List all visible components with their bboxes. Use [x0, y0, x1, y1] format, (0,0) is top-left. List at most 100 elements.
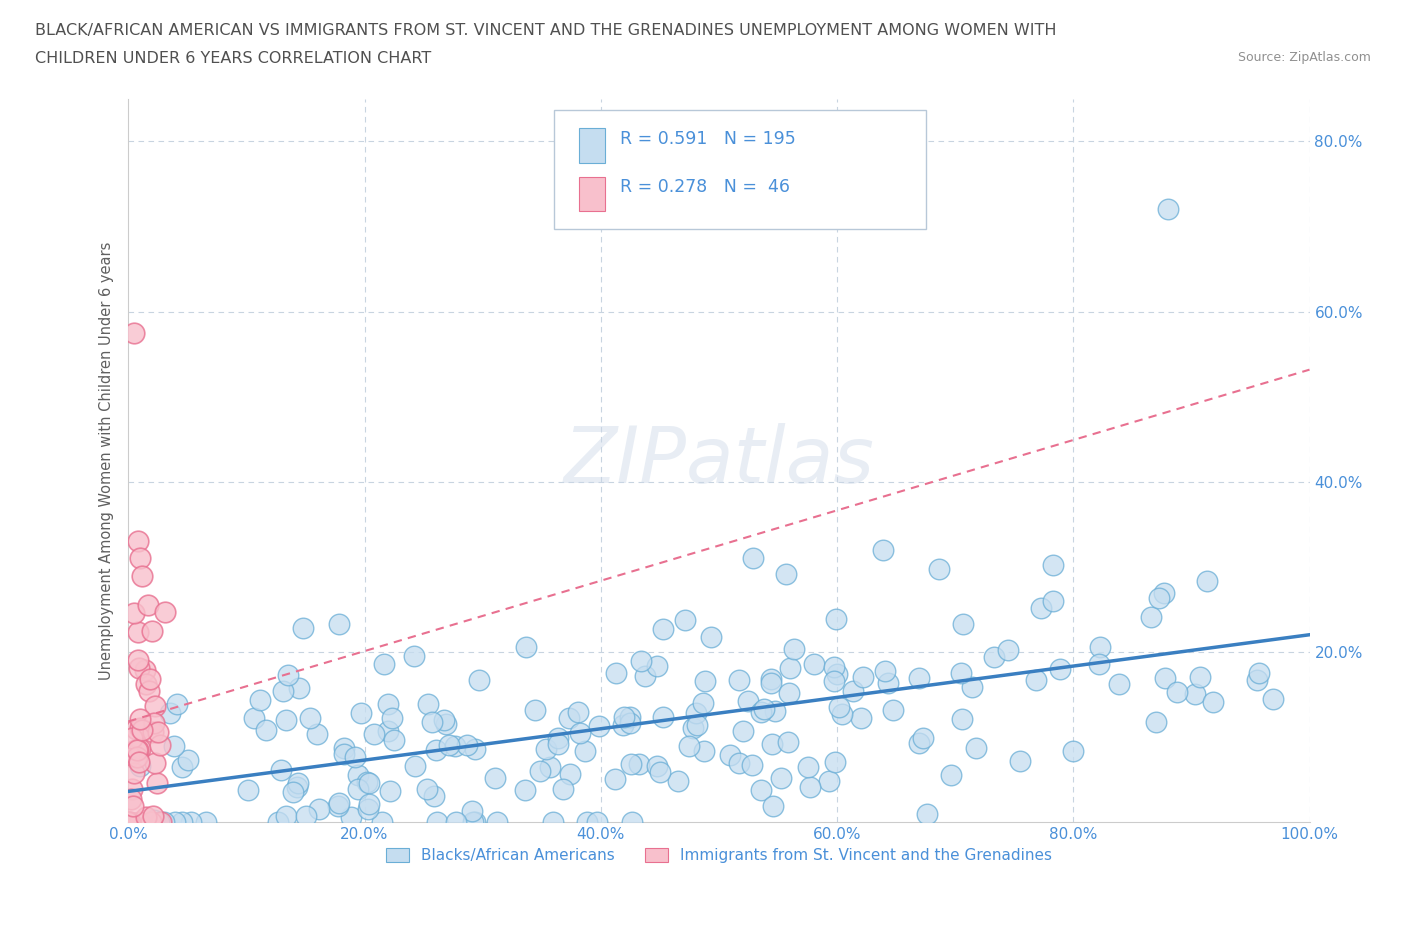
Point — [127, 743, 149, 758]
Point — [271, 684, 294, 698]
Point — [142, 813, 165, 828]
Point — [148, 724, 170, 739]
Point — [371, 815, 394, 830]
Point — [121, 730, 143, 745]
Point — [952, 617, 974, 631]
Point — [775, 566, 797, 581]
Point — [882, 702, 904, 717]
Point — [249, 692, 271, 707]
Point — [1088, 640, 1111, 655]
Point — [120, 748, 142, 763]
Point — [347, 781, 370, 796]
Point — [143, 698, 166, 713]
Point — [650, 764, 672, 779]
Point — [402, 649, 425, 664]
Point — [603, 771, 626, 786]
Point — [404, 759, 426, 774]
Point — [652, 710, 675, 724]
Point — [444, 815, 467, 830]
Point — [1108, 677, 1130, 692]
Point — [281, 785, 304, 800]
Point — [759, 676, 782, 691]
Point — [308, 802, 330, 817]
Text: BLACK/AFRICAN AMERICAN VS IMMIGRANTS FROM ST. VINCENT AND THE GRENADINES UNEMPLO: BLACK/AFRICAN AMERICAN VS IMMIGRANTS FRO… — [35, 23, 1057, 38]
Point — [612, 710, 634, 724]
Text: R = 0.278   N =  46: R = 0.278 N = 46 — [620, 179, 790, 196]
Point — [433, 712, 456, 727]
Point — [939, 768, 962, 783]
Point — [1157, 202, 1180, 217]
Point — [339, 809, 361, 824]
Point — [464, 741, 486, 756]
Point — [129, 720, 152, 735]
Point — [328, 795, 350, 810]
Text: CHILDREN UNDER 6 YEARS CORRELATION CHART: CHILDREN UNDER 6 YEARS CORRELATION CHART — [35, 51, 432, 66]
Point — [134, 663, 156, 678]
Point — [287, 776, 309, 790]
Point — [142, 724, 165, 739]
Point — [731, 724, 754, 738]
Point — [416, 697, 439, 711]
Y-axis label: Unemployment Among Women with Children Under 6 years: Unemployment Among Women with Children U… — [100, 242, 114, 680]
Point — [645, 658, 668, 673]
Point — [950, 666, 973, 681]
Point — [276, 712, 298, 727]
Point — [877, 676, 900, 691]
Point — [129, 759, 152, 774]
Point — [576, 815, 599, 830]
Point — [139, 815, 162, 830]
Point — [912, 731, 935, 746]
Point — [333, 740, 356, 755]
Bar — [579, 128, 606, 163]
Point — [1087, 657, 1109, 671]
Point — [135, 810, 157, 825]
Point — [434, 717, 457, 732]
Point — [907, 736, 929, 751]
Point — [574, 743, 596, 758]
Point — [693, 743, 716, 758]
Point — [288, 681, 311, 696]
Point — [148, 815, 170, 830]
Point — [983, 649, 1005, 664]
Point — [127, 534, 149, 549]
Point — [128, 754, 150, 769]
Point — [1042, 594, 1064, 609]
Point — [298, 711, 321, 725]
Point — [803, 657, 825, 671]
Point — [1249, 666, 1271, 681]
Point — [420, 715, 443, 730]
Point — [416, 781, 439, 796]
Point — [741, 758, 763, 773]
Point — [484, 771, 506, 786]
Point — [141, 623, 163, 638]
Point — [619, 716, 641, 731]
Point — [328, 617, 350, 631]
Point — [797, 760, 820, 775]
Point — [129, 741, 152, 756]
Point — [1144, 714, 1167, 729]
Point — [588, 719, 610, 734]
Point — [692, 695, 714, 710]
Point — [152, 815, 174, 830]
Point — [547, 737, 569, 751]
Point — [125, 750, 148, 764]
Point — [359, 796, 381, 811]
Point — [828, 699, 851, 714]
Point — [782, 642, 804, 657]
Point — [305, 726, 328, 741]
Point — [142, 808, 165, 823]
Point — [439, 737, 461, 752]
Point — [143, 755, 166, 770]
Point — [950, 711, 973, 726]
Point — [513, 783, 536, 798]
Point — [776, 734, 799, 749]
Point — [292, 620, 315, 635]
Point — [170, 760, 193, 775]
Point — [551, 782, 574, 797]
Point — [529, 764, 551, 778]
Point — [1166, 684, 1188, 699]
Point — [149, 737, 172, 752]
Point — [122, 799, 145, 814]
Point — [605, 665, 627, 680]
Point — [778, 685, 800, 700]
